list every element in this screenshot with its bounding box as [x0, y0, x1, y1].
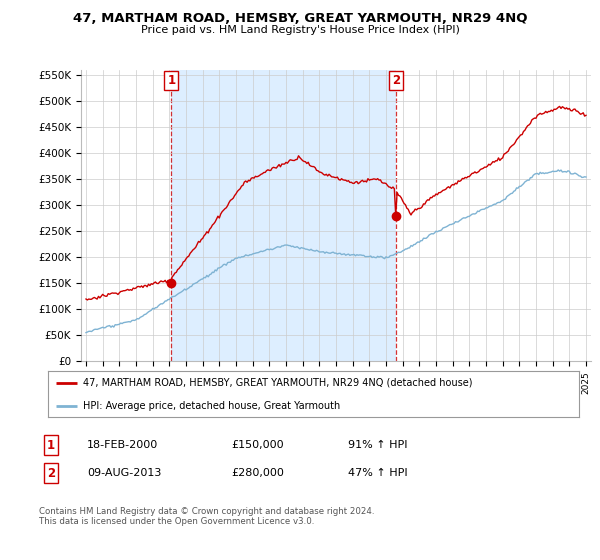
- Text: 47% ↑ HPI: 47% ↑ HPI: [348, 468, 407, 478]
- Text: 1: 1: [167, 74, 175, 87]
- Bar: [172, 70, 396, 361]
- Text: 91% ↑ HPI: 91% ↑ HPI: [348, 440, 407, 450]
- Text: £280,000: £280,000: [231, 468, 284, 478]
- Text: 18-FEB-2000: 18-FEB-2000: [87, 440, 158, 450]
- Text: 2: 2: [47, 466, 55, 480]
- Text: 09-AUG-2013: 09-AUG-2013: [87, 468, 161, 478]
- Text: Price paid vs. HM Land Registry's House Price Index (HPI): Price paid vs. HM Land Registry's House …: [140, 25, 460, 35]
- Text: Contains HM Land Registry data © Crown copyright and database right 2024.
This d: Contains HM Land Registry data © Crown c…: [39, 507, 374, 526]
- Text: 47, MARTHAM ROAD, HEMSBY, GREAT YARMOUTH, NR29 4NQ (detached house): 47, MARTHAM ROAD, HEMSBY, GREAT YARMOUTH…: [83, 378, 472, 388]
- Text: HPI: Average price, detached house, Great Yarmouth: HPI: Average price, detached house, Grea…: [83, 401, 340, 410]
- Text: 2: 2: [392, 74, 400, 87]
- Text: 1: 1: [47, 438, 55, 452]
- Text: £150,000: £150,000: [231, 440, 284, 450]
- Text: 47, MARTHAM ROAD, HEMSBY, GREAT YARMOUTH, NR29 4NQ: 47, MARTHAM ROAD, HEMSBY, GREAT YARMOUTH…: [73, 12, 527, 25]
